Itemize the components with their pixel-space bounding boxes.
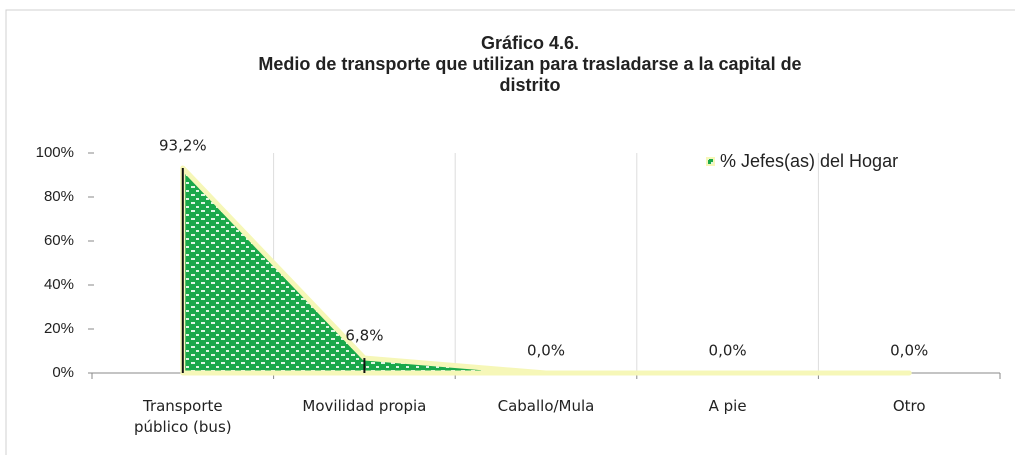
x-tick-label: Otro xyxy=(892,397,926,415)
legend-label: % Jefes(as) del Hogar xyxy=(720,151,898,171)
frame xyxy=(5,9,1015,455)
x-tick-label: Movilidad propia xyxy=(302,397,427,415)
x-tick-label: Caballo/Mula xyxy=(497,397,595,415)
value-label: 93,2% xyxy=(159,136,207,154)
chart-title: Gráfico 4.6. xyxy=(481,33,579,53)
x-tick-label: Transporte público (bus) xyxy=(133,397,232,436)
y-tick-label: 0% xyxy=(52,364,74,381)
y-tick-label: 20% xyxy=(44,320,74,337)
chart-title: Medio de transporte que utilizan para tr… xyxy=(258,54,801,74)
value-label: 0,0% xyxy=(890,342,928,360)
value-label: 0,0% xyxy=(527,342,565,360)
value-label: 0,0% xyxy=(709,342,747,360)
y-tick-label: 100% xyxy=(36,144,74,161)
y-tick-label: 60% xyxy=(44,232,74,249)
legend-swatch xyxy=(706,157,715,166)
y-tick-label: 80% xyxy=(44,188,74,205)
y-tick-label: 40% xyxy=(44,276,74,293)
x-tick-label: A pie xyxy=(708,397,747,415)
value-label: 6,8% xyxy=(345,327,383,345)
chart-title: distrito xyxy=(500,75,561,95)
